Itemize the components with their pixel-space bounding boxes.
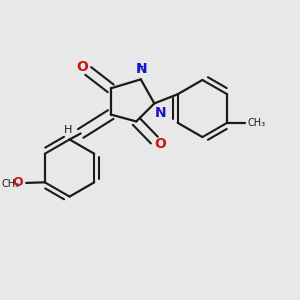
Text: N: N	[136, 62, 148, 76]
Text: N: N	[154, 106, 166, 120]
Text: O: O	[76, 60, 88, 74]
Text: CH₃: CH₃	[248, 118, 266, 128]
Text: O: O	[154, 137, 166, 151]
Text: O: O	[12, 176, 22, 189]
Text: CH₃: CH₃	[2, 179, 20, 189]
Text: H: H	[138, 63, 146, 73]
Text: H: H	[64, 125, 72, 136]
